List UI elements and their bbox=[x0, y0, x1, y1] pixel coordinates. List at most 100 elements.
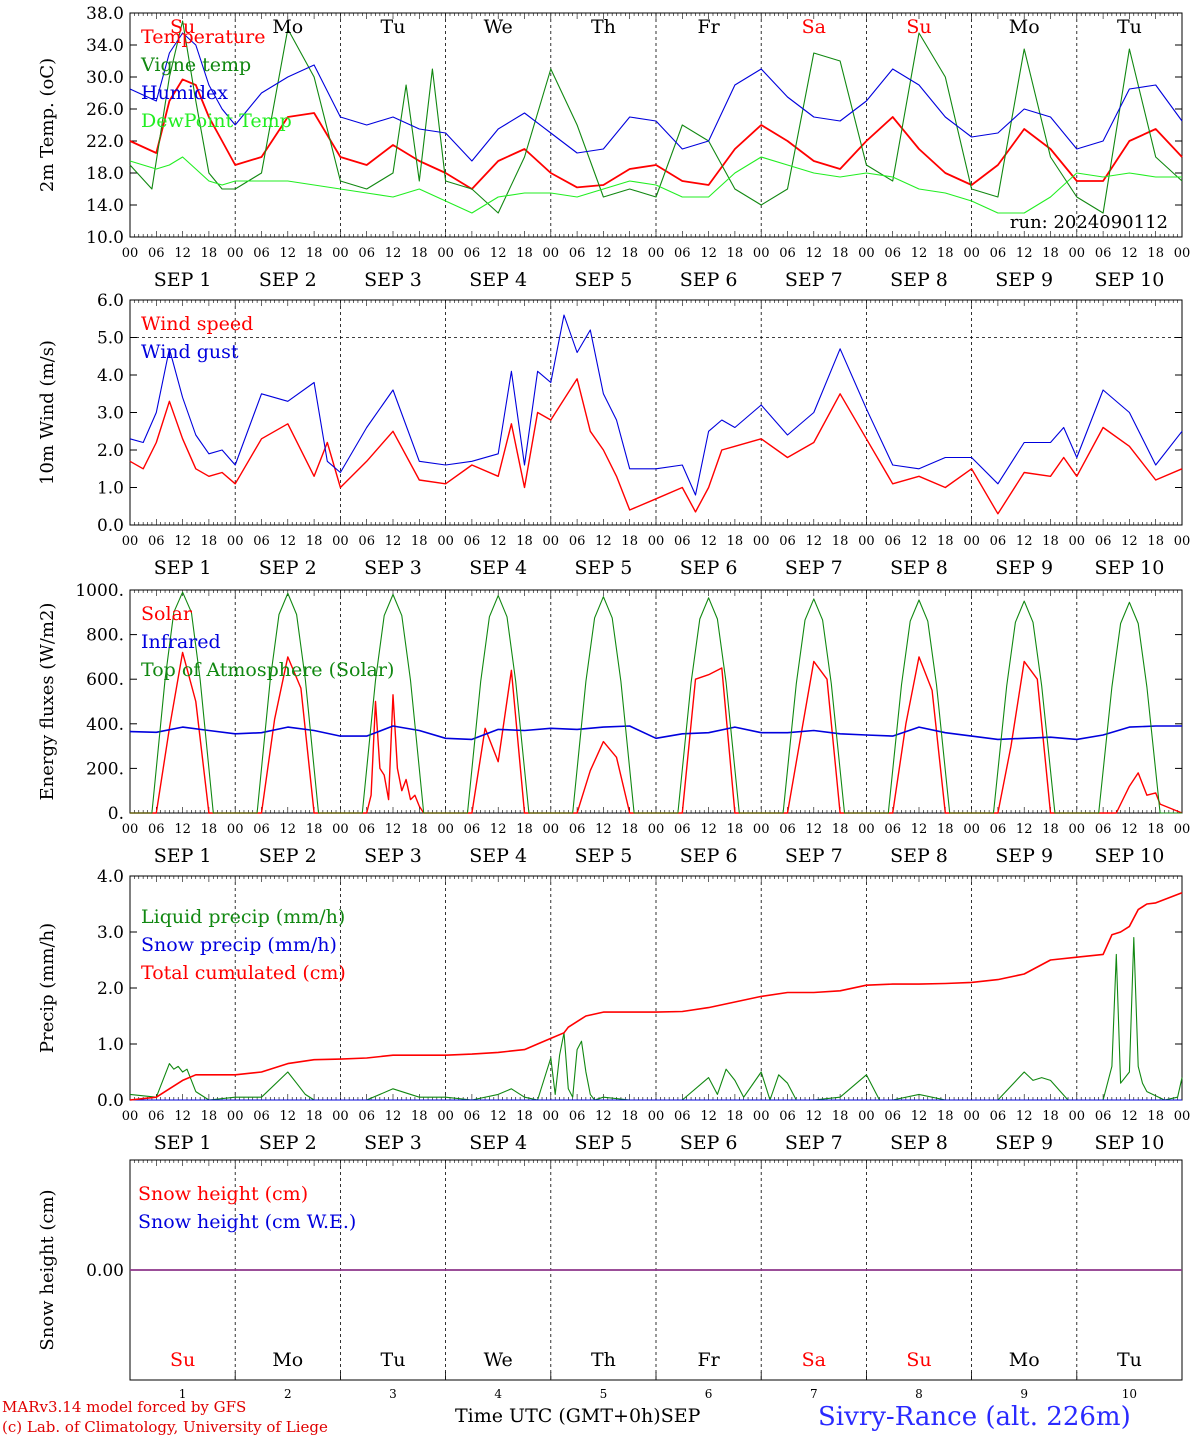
wind-hour-tick-label: 06 bbox=[779, 534, 796, 549]
day-number-label: 1 bbox=[179, 1387, 187, 1401]
snow-legend-entry: Snow height (cm W.E.) bbox=[138, 1211, 356, 1233]
wind-hour-tick-label: 06 bbox=[990, 534, 1007, 549]
weekday-label-bottom: We bbox=[484, 1349, 513, 1371]
temp-date-label: SEP 5 bbox=[574, 269, 632, 291]
temp-y-axis-label: 2m Temp. (oC) bbox=[37, 58, 58, 192]
wind-frame bbox=[129, 299, 1183, 526]
time-axis-label-text: Time UTC (GMT+0h) bbox=[455, 1405, 661, 1427]
precip-hour-tick-label: 12 bbox=[806, 1109, 823, 1124]
temp-hour-tick-label: 18 bbox=[621, 246, 638, 261]
energy-hour-tick-label: 06 bbox=[990, 822, 1007, 837]
precip-hour-tick-label: 12 bbox=[174, 1109, 191, 1124]
month-label: SEP bbox=[660, 1405, 701, 1427]
temp-date-label: SEP 3 bbox=[364, 269, 422, 291]
wind-hour-tick-label: 12 bbox=[280, 534, 297, 549]
precip-hour-tick-label: 00 bbox=[227, 1109, 244, 1124]
temp-hour-tick-label: 00 bbox=[753, 246, 770, 261]
weekday-label-bottom: Su bbox=[906, 1349, 931, 1371]
temp-hour-tick-label: 18 bbox=[832, 246, 849, 261]
energy-date-label: SEP 9 bbox=[995, 845, 1053, 867]
day-number-label: 4 bbox=[494, 1387, 502, 1401]
wind-hour-tick-label: 12 bbox=[490, 534, 507, 549]
energy-hour-tick-label: 12 bbox=[1016, 822, 1033, 837]
wind-hour-tick-label: 06 bbox=[1095, 534, 1112, 549]
energy-hour-tick-label: 00 bbox=[437, 822, 454, 837]
temp-hour-tick-label: 00 bbox=[227, 246, 244, 261]
temp-hour-tick-label: 00 bbox=[122, 246, 139, 261]
wind-hour-tick-label: 18 bbox=[1147, 534, 1164, 549]
energy-date-label: SEP 8 bbox=[890, 845, 948, 867]
precip-y-tick-label: 4.0 bbox=[97, 867, 124, 887]
temp-y-tick-label: 14.0 bbox=[86, 196, 124, 216]
temp-legend-entry: Humidex bbox=[141, 82, 228, 104]
wind-hour-tick-label: 18 bbox=[306, 534, 323, 549]
temp-y-tick-label: 38.0 bbox=[86, 4, 124, 24]
temp-date-label: SEP 8 bbox=[890, 269, 948, 291]
energy-hour-tick-label: 00 bbox=[122, 822, 139, 837]
precip-hour-tick-label: 00 bbox=[437, 1109, 454, 1124]
temp-legend-entry: Temperature bbox=[141, 26, 265, 48]
wind-hour-tick-label: 00 bbox=[1174, 534, 1191, 549]
precip-hour-tick-label: 18 bbox=[727, 1109, 744, 1124]
energy-hour-tick-label: 00 bbox=[1069, 822, 1086, 837]
temp-hour-tick-label: 00 bbox=[332, 246, 349, 261]
precip-hour-tick-label: 12 bbox=[1121, 1109, 1138, 1124]
weekday-label-top: Mo bbox=[1009, 16, 1040, 38]
wind-hour-tick-label: 12 bbox=[911, 534, 928, 549]
wind-hour-tick-label: 00 bbox=[753, 534, 770, 549]
precip-hour-tick-label: 00 bbox=[648, 1109, 665, 1124]
temp-y-tick-label: 34.0 bbox=[86, 36, 124, 56]
energy-hour-tick-label: 00 bbox=[227, 822, 244, 837]
temp-y-tick-label: 18.0 bbox=[86, 164, 124, 184]
wind-date-label: SEP 2 bbox=[259, 557, 317, 579]
precip-hour-tick-label: 06 bbox=[148, 1109, 165, 1124]
energy-hour-tick-label: 12 bbox=[700, 822, 717, 837]
energy-hour-tick-label: 18 bbox=[516, 822, 533, 837]
temp-hour-tick-label: 06 bbox=[569, 246, 586, 261]
wind-hour-tick-label: 18 bbox=[727, 534, 744, 549]
energy-hour-tick-label: 12 bbox=[1121, 822, 1138, 837]
precip-hour-tick-label: 18 bbox=[411, 1109, 428, 1124]
wind-hour-tick-label: 18 bbox=[621, 534, 638, 549]
precip-hour-tick-label: 18 bbox=[306, 1109, 323, 1124]
wind-hour-tick-label: 12 bbox=[385, 534, 402, 549]
precip-date-label: SEP 5 bbox=[574, 1132, 632, 1154]
energy-y-tick-label: 0. bbox=[108, 804, 124, 824]
weekday-label-top: Th bbox=[591, 16, 616, 38]
precip-hour-tick-label: 18 bbox=[1042, 1109, 1059, 1124]
energy-hour-tick-label: 18 bbox=[306, 822, 323, 837]
temp-hour-tick-label: 12 bbox=[174, 246, 191, 261]
energy-date-label: SEP 5 bbox=[574, 845, 632, 867]
precip-y-tick-label: 2.0 bbox=[97, 979, 124, 999]
energy-hour-tick-label: 18 bbox=[1042, 822, 1059, 837]
weekday-label-bottom: Fr bbox=[697, 1349, 720, 1371]
precip-date-label: SEP 3 bbox=[364, 1132, 422, 1154]
wind-hour-tick-label: 06 bbox=[253, 534, 270, 549]
temp-hour-tick-label: 12 bbox=[700, 246, 717, 261]
wind-hour-tick-label: 06 bbox=[148, 534, 165, 549]
wind-y-tick-label: 3.0 bbox=[97, 404, 124, 424]
energy-series-top-of-atmosphere-solar- bbox=[130, 591, 1182, 814]
wind-hour-tick-label: 06 bbox=[884, 534, 901, 549]
temp-hour-tick-label: 06 bbox=[674, 246, 691, 261]
weekday-label-top: Su bbox=[170, 16, 195, 38]
energy-hour-tick-label: 00 bbox=[753, 822, 770, 837]
precip-hour-tick-label: 06 bbox=[674, 1109, 691, 1124]
time-axis-label: Time UTC (GMT+0h)SEP bbox=[455, 1405, 700, 1427]
day-number-label: 2 bbox=[284, 1387, 292, 1401]
energy-hour-tick-label: 18 bbox=[1147, 822, 1164, 837]
wind-hour-tick-label: 00 bbox=[227, 534, 244, 549]
wind-hour-tick-label: 00 bbox=[858, 534, 875, 549]
wind-hour-tick-label: 18 bbox=[937, 534, 954, 549]
day-number-label: 8 bbox=[915, 1387, 923, 1401]
energy-series-infrared bbox=[129, 725, 1182, 741]
wind-hour-tick-label: 00 bbox=[648, 534, 665, 549]
wind-hour-tick-label: 00 bbox=[122, 534, 139, 549]
weekday-label-bottom: Su bbox=[170, 1349, 195, 1371]
energy-y-tick-label: 800. bbox=[86, 626, 124, 646]
lab-credit: (c) Lab. of Climatology, University of L… bbox=[2, 1418, 328, 1436]
energy-date-label: SEP 7 bbox=[785, 845, 843, 867]
precip-hour-tick-label: 06 bbox=[1095, 1109, 1112, 1124]
precip-series-total-cumulated-cm- bbox=[129, 892, 1183, 1101]
station-name: Sivry-Rance (alt. 226m) bbox=[818, 1402, 1131, 1432]
